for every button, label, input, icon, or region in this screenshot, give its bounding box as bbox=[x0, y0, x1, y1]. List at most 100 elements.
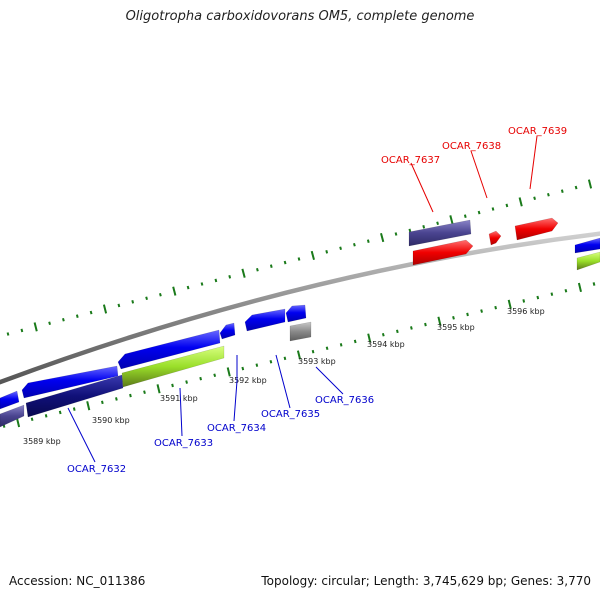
gene-label-ocar-7637: OCAR_7637 bbox=[381, 155, 440, 166]
upper-tick-row bbox=[6, 179, 593, 336]
minor-tick bbox=[463, 214, 467, 218]
minor-tick bbox=[477, 210, 481, 215]
minor-tick bbox=[311, 349, 315, 354]
minor-tick bbox=[574, 185, 578, 190]
accession-text: Accession: NC_011386 bbox=[9, 574, 146, 588]
minor-tick bbox=[533, 196, 536, 201]
minor-tick bbox=[131, 300, 135, 304]
major-tick bbox=[226, 367, 231, 377]
gene-arrow bbox=[576, 251, 600, 271]
major-tick bbox=[577, 282, 582, 293]
minor-tick bbox=[72, 407, 76, 411]
minor-tick bbox=[199, 376, 202, 381]
gene-arrow bbox=[514, 217, 559, 241]
minor-tick bbox=[592, 282, 596, 286]
minor-tick bbox=[480, 309, 483, 313]
minor-tick bbox=[422, 225, 426, 229]
minor-tick bbox=[505, 203, 509, 208]
minor-tick bbox=[200, 282, 204, 286]
major-tick bbox=[156, 384, 161, 394]
minor-tick bbox=[408, 228, 412, 233]
minor-tick bbox=[185, 380, 188, 384]
minor-tick bbox=[564, 288, 568, 293]
minor-tick bbox=[297, 257, 301, 261]
major-tick bbox=[102, 304, 108, 314]
minor-tick bbox=[436, 221, 439, 226]
gene-arrow bbox=[21, 365, 119, 399]
forward-strand-genes bbox=[408, 217, 559, 266]
minor-tick bbox=[255, 363, 259, 367]
minor-tick bbox=[44, 414, 48, 418]
leader-line bbox=[179, 387, 183, 437]
gene-arrow bbox=[289, 321, 312, 342]
minor-tick bbox=[58, 410, 62, 415]
minor-tick bbox=[353, 242, 356, 247]
gene-label-ocar-7635: OCAR_7635 bbox=[261, 409, 320, 420]
minor-tick bbox=[550, 292, 554, 296]
minor-tick bbox=[339, 343, 343, 347]
major-tick bbox=[437, 316, 442, 326]
gene-arrow bbox=[285, 304, 307, 323]
minor-tick bbox=[452, 316, 455, 320]
minor-tick bbox=[396, 329, 399, 334]
gene-labels: OCAR_7632 OCAR_7633 OCAR_7634 OCAR_7635 … bbox=[67, 126, 567, 475]
genome-backbone bbox=[0, 231, 600, 385]
major-tick bbox=[380, 232, 385, 243]
gene-arrow bbox=[121, 345, 225, 388]
minor-tick bbox=[145, 296, 148, 301]
gene-arrow bbox=[25, 374, 124, 418]
minor-tick bbox=[48, 321, 51, 326]
minor-tick bbox=[101, 400, 104, 405]
minor-tick bbox=[424, 322, 427, 327]
leader-line bbox=[67, 407, 96, 463]
gene-label-ocar-7639: OCAR_7639 bbox=[508, 126, 567, 137]
major-tick bbox=[449, 215, 454, 225]
scale-label: 3590 kbp bbox=[92, 416, 130, 425]
minor-tick bbox=[20, 328, 24, 333]
gene-label-ocar-7634: OCAR_7634 bbox=[207, 423, 266, 434]
minor-tick bbox=[491, 207, 495, 211]
minor-tick bbox=[269, 359, 273, 364]
major-tick bbox=[507, 299, 512, 309]
gene-arrow bbox=[219, 322, 236, 340]
major-tick bbox=[587, 179, 593, 189]
scale-label: 3595 kbp bbox=[437, 323, 475, 332]
minor-tick bbox=[62, 317, 65, 322]
minor-tick bbox=[213, 373, 217, 378]
minor-tick bbox=[143, 390, 146, 394]
major-tick bbox=[86, 401, 91, 411]
minor-tick bbox=[325, 250, 329, 254]
major-tick bbox=[241, 268, 246, 278]
map-title: Oligotropha carboxidovorans OM5, complet… bbox=[125, 9, 475, 24]
scale-label: 3594 kbp bbox=[367, 340, 405, 349]
minor-tick bbox=[241, 366, 245, 371]
scale-label: 3596 kbp bbox=[507, 307, 545, 316]
gene-arrow bbox=[117, 329, 221, 370]
minor-tick bbox=[536, 295, 540, 300]
minor-tick bbox=[159, 292, 162, 297]
gene-arrow bbox=[574, 237, 600, 254]
label-leaders bbox=[67, 135, 538, 463]
minor-tick bbox=[171, 383, 174, 388]
minor-tick bbox=[353, 339, 357, 344]
minor-tick bbox=[494, 305, 497, 310]
minor-tick bbox=[115, 397, 118, 401]
leader-line bbox=[410, 162, 434, 213]
minor-tick bbox=[283, 356, 287, 361]
leader-line bbox=[315, 366, 344, 395]
minor-tick bbox=[89, 310, 93, 315]
minor-tick bbox=[325, 346, 329, 351]
major-tick bbox=[16, 417, 21, 428]
leader-line bbox=[529, 135, 538, 190]
minor-tick bbox=[6, 332, 10, 336]
gene-arrow bbox=[488, 230, 502, 246]
scale-labels: 3589 kbp 3590 kbp 3591 kbp 3592 kbp 3593… bbox=[23, 307, 545, 446]
minor-tick bbox=[547, 192, 550, 197]
minor-tick bbox=[410, 326, 413, 330]
major-tick bbox=[518, 197, 523, 207]
minor-tick bbox=[129, 393, 132, 398]
major-tick bbox=[367, 333, 372, 343]
lower-tick-row bbox=[2, 282, 596, 428]
minor-tick bbox=[394, 232, 398, 236]
